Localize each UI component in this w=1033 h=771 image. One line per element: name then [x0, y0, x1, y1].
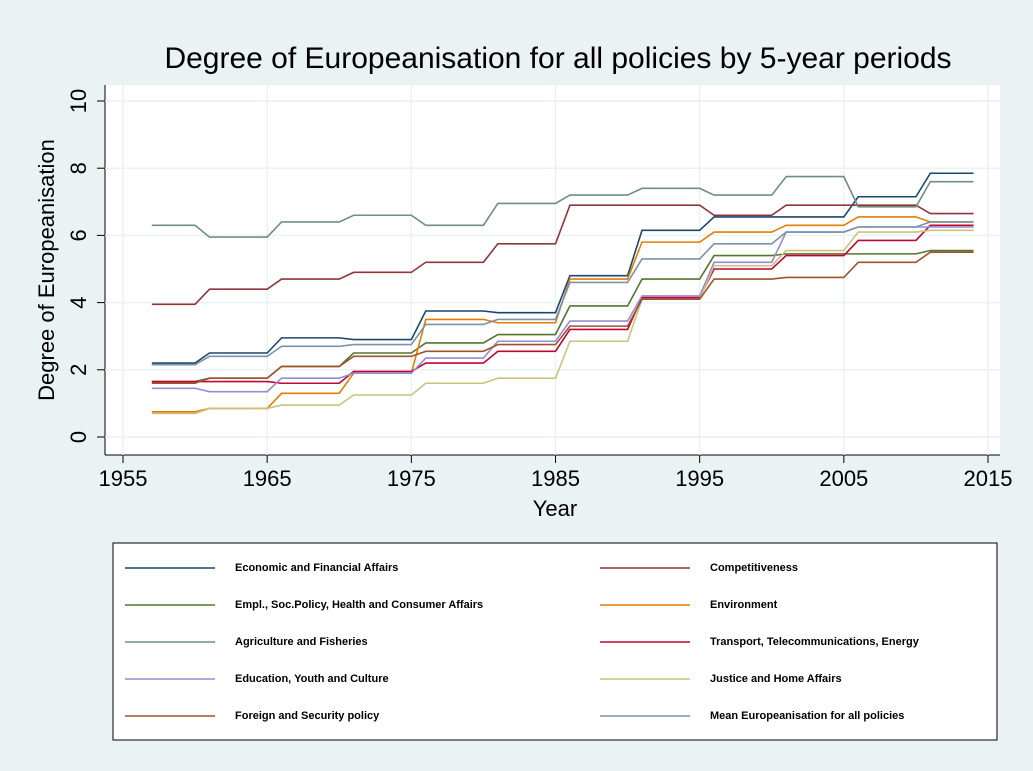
x-tick-label: 2015	[964, 466, 1013, 491]
x-tick-label: 1965	[243, 466, 292, 491]
series-line	[151, 229, 974, 415]
x-tick-label: 1975	[387, 466, 436, 491]
series-line	[151, 175, 974, 238]
y-tick-label: 2	[66, 364, 91, 376]
legend-label: Justice and Home Affairs	[710, 673, 842, 685]
series-line	[151, 251, 974, 385]
series-line	[151, 204, 974, 306]
legend-label: Education, Youth and Culture	[235, 673, 389, 685]
x-tick-label: 1985	[531, 466, 580, 491]
legend	[112, 542, 998, 741]
y-tick-label: 8	[66, 162, 91, 174]
x-tick-label: 1955	[99, 466, 148, 491]
x-tick-label: 2005	[819, 466, 868, 491]
x-tick-label: 1995	[675, 466, 724, 491]
plot-area	[105, 85, 1000, 455]
y-tick-label: 10	[66, 89, 91, 113]
legend-label: Empl., Soc.Policy, Health and Consumer A…	[235, 599, 483, 611]
y-tick-label: 4	[66, 296, 91, 308]
series-line	[151, 221, 974, 366]
legend-label: Environment	[710, 599, 778, 611]
legend-label: Transport, Telecommunications, Energy	[710, 636, 920, 648]
legend-label: Competitiveness	[710, 562, 798, 574]
x-axis-title: Year	[533, 496, 577, 521]
legend-label: Mean Europeanisation for all policies	[710, 710, 904, 722]
series-line	[151, 224, 974, 385]
legend-label: Agriculture and Fisheries	[235, 636, 368, 648]
series-line	[151, 172, 974, 364]
series-lines	[151, 172, 974, 415]
y-tick-label: 6	[66, 229, 91, 241]
y-axis-title: Degree of Europeanisation	[34, 139, 59, 401]
legend-label: Foreign and Security policy	[235, 710, 380, 722]
legend-label: Economic and Financial Affairs	[235, 562, 398, 574]
grid	[105, 85, 1000, 455]
y-tick-label: 0	[66, 431, 91, 443]
chart-title: Degree of Europeanisation for all polici…	[164, 42, 951, 75]
